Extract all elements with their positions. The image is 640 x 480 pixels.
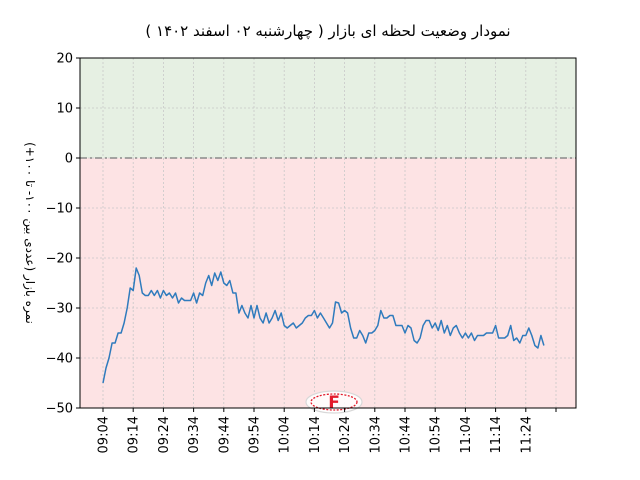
x-tick-label-9: 10:34 (368, 416, 383, 453)
y-tick-label-4: −20 (46, 252, 73, 267)
x-tick-label-2: 09:24 (157, 416, 172, 453)
x-tick-label-11: 10:54 (429, 416, 444, 453)
plot-frame (79, 57, 577, 409)
series-line-0 (102, 267, 545, 384)
x-tick-label-10: 10:44 (399, 416, 414, 453)
x-tick-label-12: 11:04 (459, 416, 474, 453)
chart-title: نمودار وضعیت لحظه ای بازار ( چهارشنبه ۰۲… (145, 22, 510, 40)
axes: 20 10 0 −10 −20 −30 −40 −50 09:04 09:14 09:24 09:34… (46, 52, 577, 453)
y-tick-label-5: −30 (46, 302, 73, 317)
x-tick-label-3: 09:34 (187, 416, 202, 453)
x-tick-label-0: 09:04 (97, 416, 112, 453)
background-regions (80, 58, 576, 408)
y-tick-label-0: 20 (56, 52, 73, 67)
y-tick-label-3: −10 (46, 202, 73, 217)
y-tick-label-1: 10 (56, 102, 73, 117)
x-tick-label-4: 09:44 (217, 416, 232, 453)
grid-lines (80, 58, 576, 408)
series-layer (102, 267, 545, 384)
y-tick-label-6: −40 (46, 352, 73, 367)
x-tick-label-8: 10:24 (338, 416, 353, 453)
y-tick-label-2: 0 (65, 152, 73, 167)
x-tick-label-6: 10:04 (278, 416, 293, 453)
y-tick-label-7: −50 (46, 402, 73, 417)
x-tick-label-13: 11:14 (489, 416, 504, 453)
x-tick-label-14: 11:24 (519, 416, 534, 453)
x-tick-label-7: 10:14 (308, 416, 323, 453)
y-axis-label: نمره بازار (عددی بین ۱۰۰- تا ۱۰۰+) (22, 142, 37, 324)
region-band-1 (80, 158, 576, 408)
x-tick-label-1: 09:14 (127, 416, 142, 453)
logo-letter: F (328, 393, 340, 413)
x-tick-label-5: 09:54 (248, 416, 263, 453)
